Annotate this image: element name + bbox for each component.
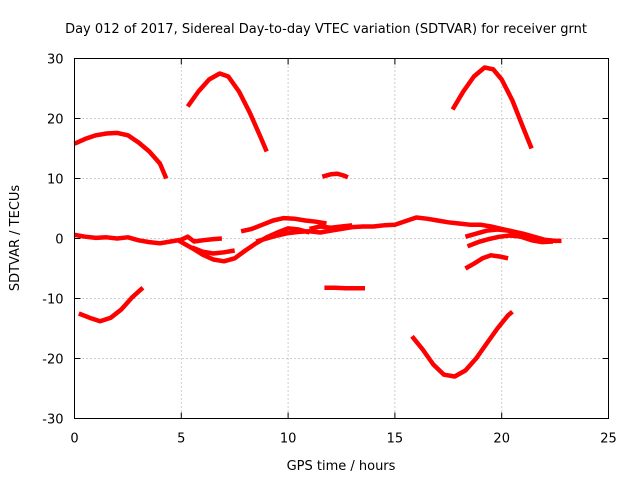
series-arc-14	[324, 285, 365, 291]
ticks	[74, 58, 609, 419]
x-tick-label: 0	[70, 432, 78, 447]
series-arc-3	[450, 65, 534, 150]
series-layer	[73, 65, 562, 379]
y-tick-label: 0	[55, 233, 63, 248]
y-tick-labels: -30 -20 -10 0 10 20 30	[42, 53, 63, 428]
series-arc-7	[191, 245, 236, 256]
grid	[74, 58, 609, 419]
x-tick-label: 25	[600, 432, 617, 447]
series-arc-1	[73, 130, 169, 180]
series-arc-12	[466, 233, 554, 249]
series-arc-10	[309, 223, 353, 232]
y-tick-label: -30	[42, 413, 63, 428]
series-arc-4	[321, 171, 349, 180]
series-arc-5	[74, 232, 223, 246]
chart-title: Day 012 of 2017, Sidereal Day-to-day VTE…	[65, 22, 587, 37]
y-tick-label: 10	[47, 173, 64, 188]
y-tick-label: 30	[47, 53, 64, 68]
y-axis-title: SDTVAR / TECUs	[8, 185, 23, 292]
series-arc-15	[77, 286, 145, 324]
y-tick-label: 20	[47, 113, 64, 128]
x-axis-title: GPS time / hours	[287, 459, 396, 474]
x-tick-label: 20	[493, 432, 510, 447]
y-tick-label: -10	[42, 293, 63, 308]
y-tick-label: -20	[42, 353, 63, 368]
x-tick-label: 10	[280, 432, 297, 447]
x-tick-label: 5	[177, 432, 185, 447]
x-tick-labels: 0 5 10 15 20 25	[70, 432, 616, 447]
x-tick-label: 15	[387, 432, 404, 447]
series-arc-16	[410, 309, 514, 379]
series-arc-8	[240, 215, 327, 234]
series-arc-2	[185, 71, 269, 153]
series-arc-13	[464, 253, 509, 271]
